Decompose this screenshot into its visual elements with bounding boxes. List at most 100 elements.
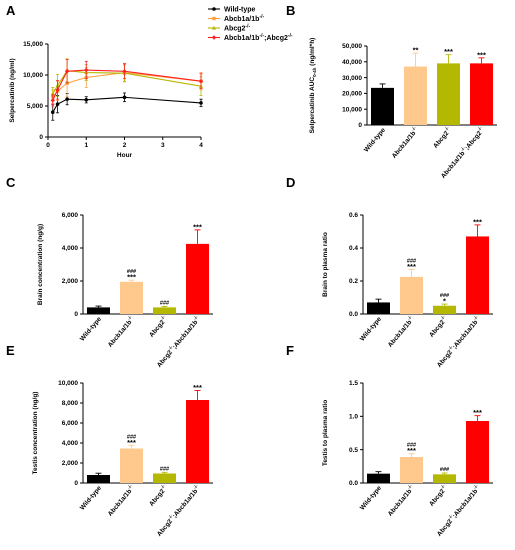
genotype-superscript: -/-	[192, 314, 199, 321]
x-tick-label: 2	[123, 142, 127, 149]
significance-stars: ***	[407, 262, 416, 271]
bar	[437, 63, 460, 125]
genotype-text: Abcb1a/1b	[107, 488, 134, 518]
significance-hashes: ###	[160, 466, 169, 472]
genotype-superscript: -/-	[406, 483, 413, 490]
category-label: Wild-type	[79, 485, 103, 512]
point-marker	[50, 98, 55, 103]
bar	[120, 281, 143, 314]
genotype-text: Abcb1a/1b	[387, 488, 414, 518]
significance-stars: ***	[477, 50, 486, 59]
bar	[87, 307, 110, 314]
genotype-text: Wild-type	[79, 316, 103, 343]
y-tick-label: 1.0	[349, 414, 358, 421]
y-tick-label: 4,000	[62, 440, 79, 447]
genotype-superscript: -/-	[476, 125, 483, 132]
genotype-superscript: -/-	[406, 314, 413, 321]
x-tick-label: 1	[84, 142, 88, 149]
bar	[433, 474, 456, 483]
y-label-text: Selpercatinib AUC	[309, 77, 316, 134]
category-label: Abcb1a/1b-/-​	[385, 314, 416, 349]
point-marker	[50, 91, 55, 96]
y-axis-label: Testis to plasma ratio	[322, 400, 329, 466]
genotype-text: Abcg2	[428, 319, 446, 339]
y-tick-label: 0	[358, 122, 362, 129]
x-axis-label: Hour	[117, 152, 133, 159]
legend-entry: Abcb1a/1b-/-;Abcg2-/-	[224, 33, 293, 42]
legend-name: Abcg2	[224, 26, 246, 33]
y-axis-label: Selpercatinib AUC0-4h (ng/ml*h)	[309, 38, 317, 134]
significance-hashes: ###	[407, 258, 416, 264]
bar	[400, 276, 423, 314]
genotype-text: Abcg2	[428, 488, 446, 508]
y-tick-label: 0	[74, 480, 78, 487]
genotype-text: Abcb1a/1b	[387, 319, 414, 349]
legend-name: Abcb1a/1b	[224, 16, 259, 23]
genotype-superscript: -/-	[126, 314, 133, 321]
significance-stars: ***	[407, 446, 416, 455]
series-line	[52, 71, 202, 98]
genotype-text: ;Abcb1a/1b	[451, 488, 479, 519]
genotype-text: Abcg2	[436, 518, 454, 538]
genotype-text: ;Abcb1a/1b	[451, 319, 479, 350]
y-axis-label: Testis concentration (ng/g)	[32, 392, 39, 475]
point-marker	[122, 69, 127, 74]
y-tick-label: 5,000	[27, 103, 44, 110]
point-marker	[122, 95, 127, 100]
genotype-superscript: -/-	[439, 483, 446, 490]
significance-stars: ***	[193, 383, 202, 392]
significance-hashes: ###	[440, 293, 449, 299]
bar	[153, 307, 176, 314]
bar	[367, 302, 390, 314]
genotype-text: Wild-type	[79, 485, 103, 512]
genotype-text: Abcg2	[432, 130, 450, 150]
point-marker	[212, 25, 216, 30]
genotype-text: Abcg2	[156, 518, 174, 538]
legend-entry: Wild-type	[224, 7, 256, 14]
genotype-superscript: -/-	[410, 125, 417, 132]
y-axis-label: Brain to plasma ratio	[322, 232, 329, 297]
panel-letter-c: C	[6, 175, 16, 190]
category-label: Abcg2-/-​	[431, 125, 454, 150]
bar	[466, 236, 489, 314]
genotype-superscript: -/-	[159, 314, 166, 321]
y-tick-label: 10,000	[342, 106, 362, 113]
genotype-text: Abcg2	[156, 349, 174, 369]
y-label-unit: (ng/ml*h)	[309, 38, 316, 68]
category-label: Abcg2-/-​	[147, 483, 170, 508]
category-label: Abcb1a/1b-/-​	[105, 483, 136, 518]
category-label: Abcg2-/-​	[427, 314, 450, 339]
genotype-text: ;Abcb1a/1b	[171, 488, 199, 519]
category-label: Abcb1a/1b-/-​	[105, 314, 136, 349]
y-label-text: Brain concentration (ng/g)	[37, 224, 44, 305]
significance-hashes: ###	[127, 269, 136, 275]
genotype-text: Abcb1a/1b	[440, 150, 467, 180]
series-line	[52, 96, 202, 113]
category-label: Abcb1a/1b-/-​	[389, 125, 420, 160]
y-tick-label: 1.5	[349, 380, 358, 387]
y-tick-label: 0.4	[349, 245, 358, 252]
genotype-superscript: -/-	[443, 125, 450, 132]
category-label: Wild-type	[359, 485, 383, 512]
genotype-superscript: -/-	[126, 483, 133, 490]
significance-stars: *	[443, 297, 446, 306]
y-tick-label: 2,000	[62, 460, 79, 467]
panel-letter-d: D	[286, 175, 295, 190]
legend-superscript: -/-	[259, 33, 264, 39]
point-marker	[84, 98, 89, 102]
legend-name: Abcb1a/1b	[224, 35, 259, 42]
y-axis-label: Brain concentration (ng/g)	[37, 224, 44, 305]
category-label: Abcb1a/1b-/-​	[385, 483, 416, 518]
point-marker	[64, 69, 70, 74]
y-label-text: Testis concentration (ng/g)	[32, 392, 39, 475]
genotype-text: Wild-type	[363, 127, 387, 154]
x-tick-label: 3	[161, 142, 165, 149]
point-marker	[65, 97, 69, 101]
legend-entry: Abcg2-/-	[224, 24, 250, 33]
y-tick-label: 30,000	[342, 75, 362, 82]
significance-hashes: ###	[127, 434, 136, 440]
panel-f: F 0.0 0.5 1.0 1.5 Testis to plasma ratio Wild-…	[286, 343, 493, 538]
category-label: Wild-type	[363, 127, 387, 154]
bar	[404, 66, 427, 125]
y-label-text: Brain to plasma ratio	[322, 232, 329, 297]
